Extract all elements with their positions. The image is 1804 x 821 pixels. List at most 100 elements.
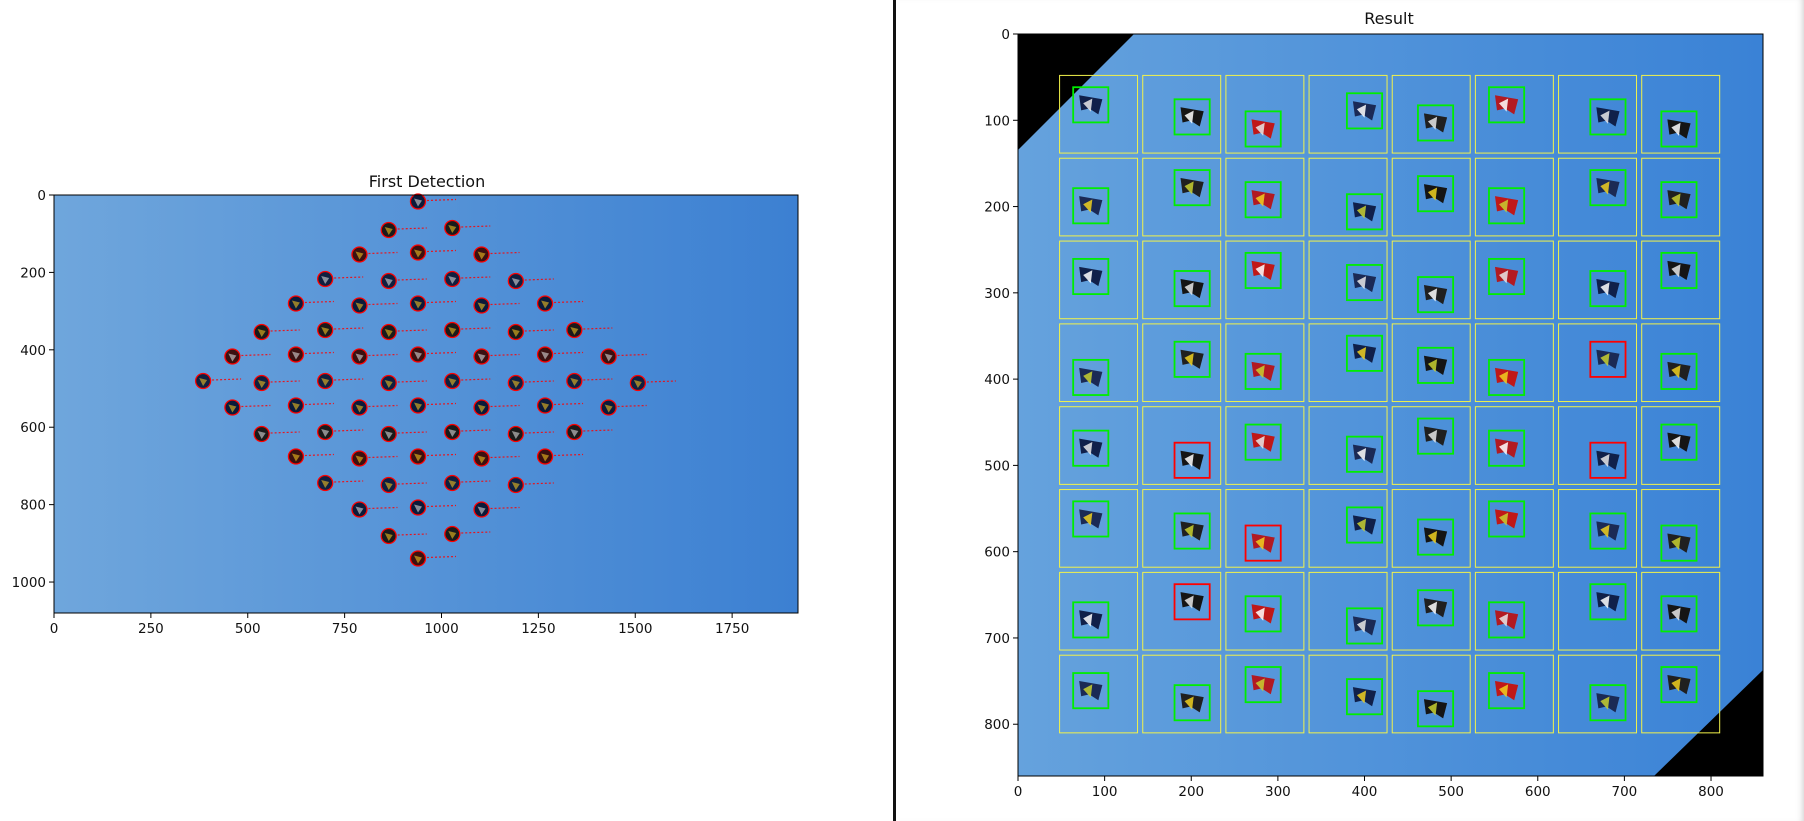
- flagged-detection-box: [1244, 524, 1282, 562]
- grid-cell: [1558, 157, 1638, 237]
- detection-marker: [409, 550, 457, 567]
- detection-marker: [317, 423, 364, 441]
- left-x-tick-label: 0: [50, 621, 59, 637]
- bird-object: [1352, 687, 1377, 707]
- bird-object: [1079, 196, 1103, 216]
- detection-box: [1244, 595, 1282, 633]
- detection-marker: [409, 499, 457, 516]
- detection-marker: [566, 423, 613, 441]
- bird-object: [1494, 610, 1519, 630]
- grid-cell: [1142, 323, 1222, 403]
- detection-marker: [317, 270, 364, 288]
- grid-cell: [1474, 489, 1554, 568]
- detection-marker: [317, 474, 364, 492]
- right-x-tick-label: 100: [1092, 784, 1118, 800]
- detection-marker: [536, 448, 584, 465]
- right-axes-frame: [1017, 33, 1764, 777]
- detection-box: [1346, 264, 1384, 302]
- grid-cell: [1391, 323, 1471, 403]
- detection-marker: [444, 474, 491, 492]
- detection-box: [1346, 193, 1384, 231]
- grid-cell: [1225, 323, 1305, 403]
- bird-object: [1180, 592, 1204, 612]
- detection-box: [1488, 601, 1526, 639]
- grid-cell: [1391, 571, 1471, 651]
- detection-marker: [629, 374, 676, 392]
- bird-object: [1423, 699, 1448, 719]
- bird-object: [1180, 450, 1204, 470]
- detection-marker: [287, 397, 334, 414]
- bird-object: [1251, 190, 1275, 210]
- grid-cell: [1641, 74, 1721, 154]
- bird-object: [1079, 610, 1103, 630]
- detection-marker: [287, 295, 334, 312]
- grid-cell: [1391, 406, 1471, 485]
- left-x-tick-label: 1000: [424, 621, 458, 637]
- grid-cell: [1225, 406, 1305, 485]
- detection-box: [1173, 270, 1211, 308]
- right-y-tick-label: 800: [984, 717, 1010, 733]
- grid-cell: [1142, 489, 1222, 568]
- grid-cell: [1308, 571, 1388, 651]
- detection-marker: [380, 425, 427, 443]
- detection-marker: [253, 374, 300, 392]
- grid-cell: [1474, 406, 1554, 485]
- detection-marker: [473, 501, 520, 518]
- detection-box: [1173, 340, 1211, 378]
- left-x-tick-label: 1750: [715, 621, 749, 637]
- grid-cell: [1474, 571, 1554, 651]
- grid-cell: [1641, 654, 1721, 734]
- grid-cell: [1558, 74, 1638, 154]
- bird-object: [1352, 343, 1377, 363]
- grid-cell: [1059, 654, 1139, 734]
- detection-box: [1417, 417, 1455, 455]
- detection-box: [1417, 175, 1455, 213]
- grid-cell: [1308, 406, 1388, 485]
- detection-box: [1488, 86, 1526, 124]
- bird-object: [1667, 119, 1691, 139]
- detection-box: [1417, 104, 1455, 142]
- bird-object: [1494, 367, 1519, 388]
- grid-cell: [1308, 240, 1388, 320]
- detection-box: [1589, 512, 1627, 550]
- detection-box: [1072, 187, 1110, 225]
- panel-divider[interactable]: [893, 0, 896, 821]
- detection-box: [1660, 423, 1698, 461]
- bird-object: [1352, 444, 1377, 464]
- grid-cell: [1391, 489, 1471, 568]
- left-x-tick-label: 1250: [521, 621, 555, 637]
- detection-marker: [224, 399, 271, 416]
- bird-object: [1251, 260, 1275, 281]
- grid-cell: [1225, 240, 1305, 320]
- detection-marker: [473, 297, 520, 314]
- detection-box: [1589, 583, 1627, 621]
- right-image-area: [1018, 34, 1763, 776]
- detection-box: [1488, 358, 1526, 396]
- bird-object: [1667, 604, 1691, 624]
- detection-box: [1417, 690, 1455, 728]
- grid-cell: [1391, 74, 1471, 154]
- bird-object: [1423, 426, 1448, 446]
- detection-box: [1660, 352, 1698, 390]
- grid-cell: [1142, 240, 1222, 320]
- right-y-tick-label: 100: [984, 113, 1010, 129]
- first-detection-plot: First Detection 0 250 500 750 1000 1250 1500 17…: [12, 172, 799, 637]
- grid-cell: [1391, 157, 1471, 237]
- detection-box: [1488, 500, 1526, 538]
- detection-box: [1072, 672, 1110, 710]
- bird-object: [1180, 349, 1204, 369]
- bird-object: [1251, 119, 1275, 139]
- grid-cell: [1641, 489, 1721, 568]
- detection-box: [1417, 346, 1455, 384]
- detection-box: [1660, 595, 1698, 633]
- bird-object: [1596, 278, 1620, 299]
- right-figure: Result 0 100 200 300 400 500 600 700 800 0 100 200…: [899, 0, 1804, 821]
- detection-box: [1072, 258, 1110, 295]
- bird-object: [1352, 515, 1377, 535]
- detection-marker: [536, 295, 584, 312]
- left-x-tick-label: 750: [332, 621, 358, 637]
- bird-object: [1079, 266, 1103, 287]
- detection-marker: [351, 297, 398, 314]
- bird-object: [1667, 432, 1691, 452]
- detection-box: [1072, 601, 1110, 639]
